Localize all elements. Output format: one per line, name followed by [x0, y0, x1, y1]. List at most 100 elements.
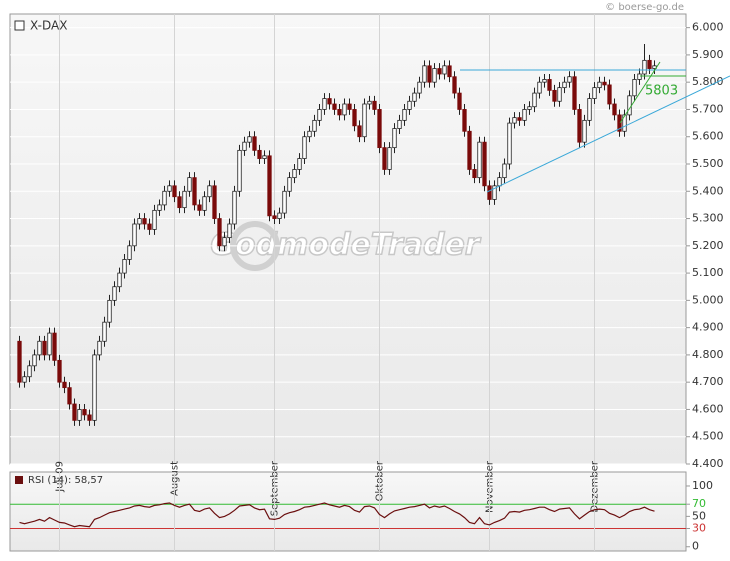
candle-body: [222, 237, 227, 247]
candle-body: [92, 354, 97, 421]
candle-body: [572, 76, 577, 110]
candle-body: [447, 65, 452, 78]
candle-body: [117, 272, 122, 288]
legend-swatch: [15, 476, 23, 484]
candle-body: [67, 387, 72, 405]
candle-body: [407, 100, 412, 110]
y-tick-label: 30: [692, 522, 706, 535]
y-tick-label: 5.100: [692, 266, 724, 279]
y-tick-label: 4.500: [692, 430, 724, 443]
candle-body: [477, 141, 482, 179]
annotation: 5803: [645, 84, 678, 99]
candle-body: [402, 109, 407, 121]
candle-body: [37, 340, 42, 356]
candle-body: [547, 79, 552, 91]
y-tick-label: 5.600: [692, 130, 724, 143]
candle-body: [362, 103, 367, 138]
candle-body: [597, 81, 602, 89]
candle-body: [337, 109, 342, 116]
candle-body: [332, 103, 337, 110]
candle-body: [72, 403, 77, 421]
candle-body: [262, 155, 267, 159]
y-tick-label: 5.900: [692, 48, 724, 61]
candle-body: [492, 185, 497, 200]
y-tick-label: 100: [692, 479, 713, 492]
candle-body: [242, 141, 247, 151]
candle-body: [532, 92, 537, 108]
candle-body: [617, 114, 622, 132]
candle-body: [182, 190, 187, 209]
candle-body: [552, 89, 557, 102]
y-tick-label: 5.500: [692, 157, 724, 170]
candle-body: [537, 81, 542, 94]
candle-body: [342, 103, 347, 116]
candle-body: [462, 109, 467, 132]
candle-body: [432, 68, 437, 83]
candle-body: [312, 119, 317, 132]
y-tick-label: 5.400: [692, 184, 724, 197]
candle-body: [442, 65, 447, 75]
candle-body: [307, 130, 312, 138]
candle-body: [252, 136, 257, 151]
candle-body: [137, 218, 142, 225]
legend-swatch: [14, 20, 25, 31]
candle-body: [97, 340, 102, 356]
candle-body: [187, 177, 192, 192]
candle-body: [207, 185, 212, 198]
candle-body: [27, 365, 32, 378]
candle-body: [322, 98, 327, 110]
candle-body: [122, 259, 127, 274]
candle-body: [427, 65, 432, 83]
y-tick-label: 5.000: [692, 293, 724, 306]
y-tick-label: 4.700: [692, 375, 724, 388]
y-tick-label: 0: [692, 540, 699, 553]
support-line: [486, 75, 730, 193]
candle-body: [527, 106, 532, 110]
candle-body: [162, 190, 167, 206]
y-tick-label: 5.800: [692, 75, 724, 88]
candle-body: [237, 149, 242, 192]
candle-body: [482, 141, 487, 187]
candle-body: [327, 98, 332, 105]
y-tick-label: 6.000: [692, 21, 724, 34]
candle-body: [377, 109, 382, 149]
candle-body: [452, 76, 457, 94]
candle-body: [177, 196, 182, 209]
candle-body: [257, 149, 262, 159]
candle-body: [142, 218, 147, 225]
candle-body: [647, 59, 652, 69]
rsi-line: [19, 502, 655, 528]
y-tick-label: 50: [692, 509, 706, 522]
candle-body: [457, 92, 462, 110]
candle-body: [317, 109, 322, 121]
candle-body: [172, 185, 177, 198]
candle-body: [192, 177, 197, 206]
candle-body: [602, 81, 607, 86]
y-tick-label: 5.700: [692, 102, 724, 115]
candle-body: [112, 286, 117, 301]
candle-body: [227, 223, 232, 239]
candle-body: [272, 215, 277, 219]
legend-label: X-DAX: [30, 19, 67, 33]
candle-body: [627, 95, 632, 116]
candle-body: [152, 209, 157, 230]
watermark: GodmodeTrader: [210, 228, 481, 263]
candle-body: [417, 81, 422, 94]
candle-body: [642, 59, 647, 75]
candle-body: [292, 169, 297, 179]
candle-body: [567, 76, 572, 83]
candle-body: [522, 109, 527, 121]
candle-body: [592, 87, 597, 99]
candle-body: [372, 100, 377, 110]
candle-body: [637, 73, 642, 80]
candle-body: [247, 136, 252, 143]
candle-body: [52, 332, 57, 361]
candle-body: [132, 223, 137, 247]
candle-body: [562, 81, 567, 89]
candle-body: [557, 87, 562, 102]
candle-body: [437, 68, 442, 75]
candle-body: [267, 155, 272, 217]
candle-body: [57, 359, 62, 383]
candle-body: [412, 92, 417, 102]
